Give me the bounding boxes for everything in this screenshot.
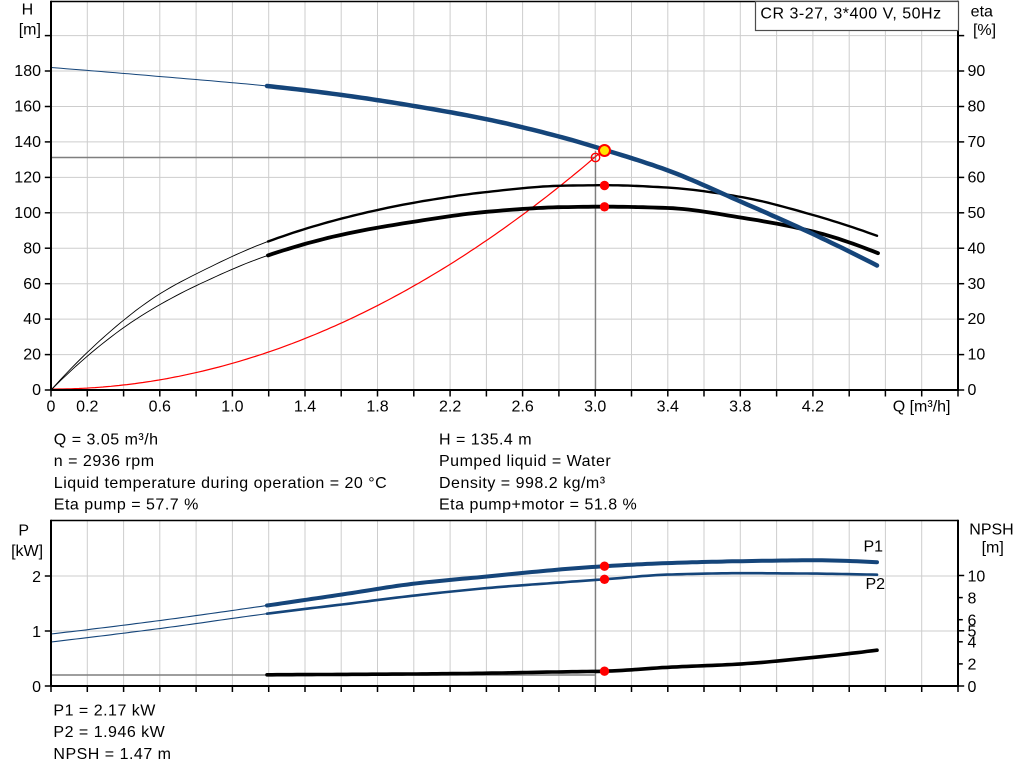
svg-text:H = 135.4 m: H = 135.4 m [439,432,532,449]
svg-text:10: 10 [968,568,986,585]
svg-text:P1 = 2.17 kW: P1 = 2.17 kW [53,702,156,719]
svg-text:20: 20 [23,347,41,364]
svg-text:100: 100 [14,205,41,222]
svg-text:1.8: 1.8 [366,399,388,416]
svg-text:1: 1 [32,624,41,641]
svg-text:P1: P1 [864,539,884,556]
svg-text:Density = 998.2 kg/m³: Density = 998.2 kg/m³ [439,475,606,492]
svg-text:2: 2 [968,657,977,674]
svg-text:NPSH: NPSH [969,521,1013,538]
svg-text:20: 20 [968,311,986,328]
svg-text:n = 2936 rpm: n = 2936 rpm [54,453,155,470]
svg-text:0: 0 [32,382,41,399]
svg-text:Q = 3.05 m³/h: Q = 3.05 m³/h [54,432,159,449]
svg-text:Liquid temperature during oper: Liquid temperature during operation = 20… [54,475,387,492]
svg-text:[%]: [%] [973,22,996,39]
svg-text:H: H [22,2,34,19]
svg-text:80: 80 [968,99,986,116]
svg-text:1.4: 1.4 [294,399,316,416]
svg-text:P2 = 1.946 kW: P2 = 1.946 kW [53,724,165,741]
svg-text:3.0: 3.0 [584,399,606,416]
svg-text:8: 8 [968,590,977,607]
svg-text:160: 160 [14,99,41,116]
svg-text:4: 4 [968,635,977,652]
svg-text:0: 0 [968,679,977,696]
svg-text:120: 120 [14,170,41,187]
svg-text:5: 5 [968,624,977,641]
svg-text:60: 60 [968,170,986,187]
svg-text:Pumped liquid = Water: Pumped liquid = Water [439,453,611,470]
svg-text:P2: P2 [866,576,886,593]
svg-text:90: 90 [968,63,986,80]
svg-text:2: 2 [32,569,41,586]
svg-text:80: 80 [23,240,41,257]
svg-text:[kW]: [kW] [11,543,43,560]
svg-text:30: 30 [968,276,986,293]
svg-text:2.2: 2.2 [439,399,461,416]
svg-text:NPSH = 1.47 m: NPSH = 1.47 m [53,746,171,763]
svg-text:60: 60 [23,276,41,293]
svg-text:6: 6 [968,613,977,630]
svg-text:0: 0 [32,679,41,696]
svg-text:3.4: 3.4 [657,399,679,416]
svg-text:P: P [18,523,29,540]
svg-text:Q [m³/h]: Q [m³/h] [893,399,951,416]
svg-text:Eta pump+motor = 51.8 %: Eta pump+motor = 51.8 % [439,497,637,514]
svg-text:Eta pump = 57.7 %: Eta pump = 57.7 % [54,497,199,514]
svg-text:[m]: [m] [982,539,1004,556]
svg-text:0: 0 [968,382,977,399]
svg-text:4.2: 4.2 [802,399,824,416]
svg-text:0.6: 0.6 [149,399,171,416]
svg-text:eta: eta [971,4,993,21]
svg-text:40: 40 [968,240,986,257]
svg-text:0.2: 0.2 [76,399,98,416]
svg-text:50: 50 [968,205,986,222]
svg-text:CR 3-27, 3*400 V, 50Hz: CR 3-27, 3*400 V, 50Hz [760,6,941,23]
svg-text:[m]: [m] [19,22,41,39]
svg-text:40: 40 [23,311,41,328]
svg-text:2.6: 2.6 [511,399,533,416]
svg-text:70: 70 [968,134,986,151]
svg-text:0: 0 [47,399,56,416]
svg-text:140: 140 [14,134,41,151]
svg-text:1.0: 1.0 [221,399,243,416]
svg-text:10: 10 [968,347,986,364]
svg-text:3.8: 3.8 [729,399,751,416]
svg-text:180: 180 [14,63,41,80]
